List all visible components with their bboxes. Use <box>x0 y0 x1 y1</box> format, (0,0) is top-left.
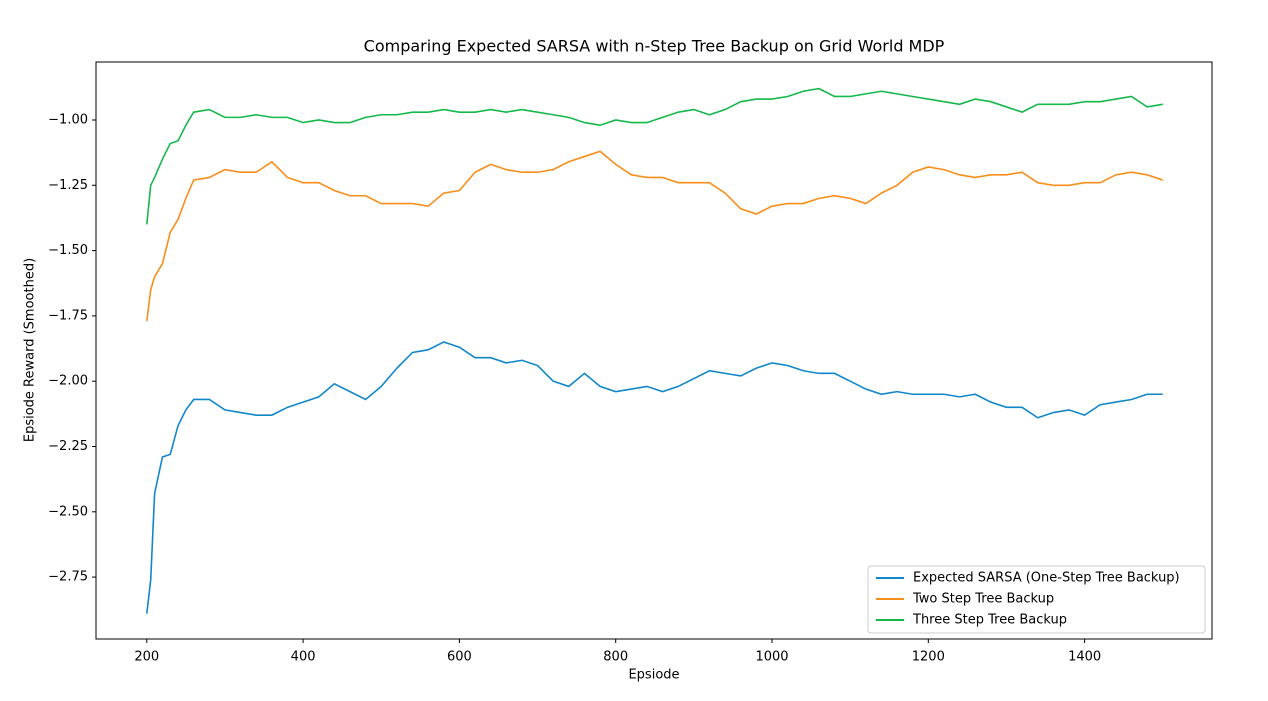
legend: Expected SARSA (One-Step Tree Backup) Two… <box>867 565 1206 634</box>
y-tick-label: −1.75 <box>48 308 88 323</box>
legend-label: Two Step Tree Backup <box>912 592 1054 607</box>
y-tick-label: −2.75 <box>48 570 88 585</box>
legend-label: Expected SARSA (One-Step Tree Backup) <box>913 571 1180 586</box>
chart-title: Comparing Expected SARSA with n-Step Tre… <box>364 37 945 56</box>
y-tick-label: −2.50 <box>48 504 88 519</box>
legend-label: Three Step Tree Backup <box>912 613 1067 628</box>
x-tick-label: 1200 <box>912 650 945 665</box>
legend-box <box>867 565 1206 634</box>
y-tick-label: −1.50 <box>48 243 88 258</box>
y-axis-label: Epsiode Reward (Smoothed) <box>23 258 38 442</box>
x-tick-label: 800 <box>603 650 628 665</box>
y-tick-label: −2.00 <box>48 374 88 389</box>
plot-frame <box>95 61 1213 640</box>
x-tick-label: 200 <box>134 650 159 665</box>
series-line <box>146 87 1163 225</box>
x-tick-label: 1000 <box>755 650 788 665</box>
y-tick-label: −1.25 <box>48 178 88 193</box>
x-tick-label: 1400 <box>1068 650 1101 665</box>
series-line <box>146 150 1164 322</box>
x-tick-label: 600 <box>447 650 472 665</box>
y-tick-label: −1.00 <box>48 112 88 127</box>
y-tick-label: −2.25 <box>48 439 88 454</box>
x-tick-label: 400 <box>291 650 316 665</box>
x-axis-label: Epsiode <box>628 668 679 683</box>
series-line <box>146 341 1163 614</box>
